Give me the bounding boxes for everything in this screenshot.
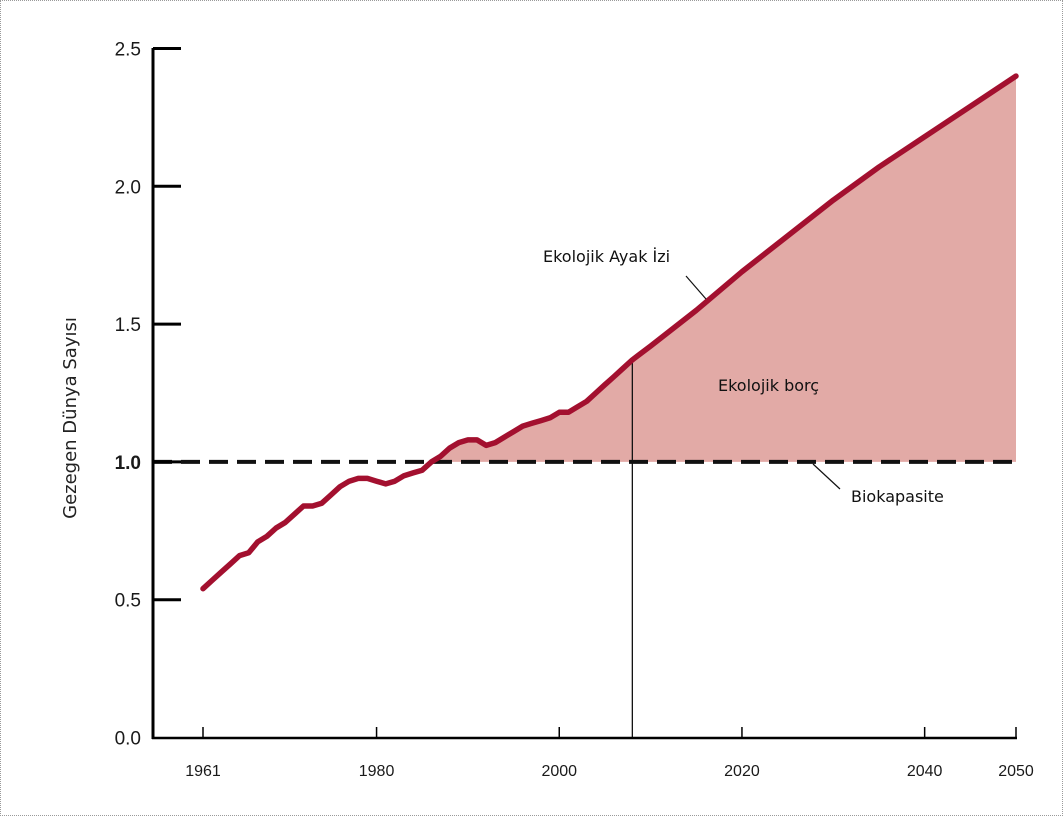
- footprint-line: [200, 73, 1019, 592]
- footprint-line-layer: [200, 73, 1019, 592]
- x-tick-label: 2040: [907, 763, 943, 780]
- y-axis-label: Gezegen Dünya Sayısı: [60, 317, 81, 519]
- biocapacity-leader-line: [812, 463, 841, 490]
- footprint-annotation: Ekolojik Ayak İzi: [543, 247, 670, 266]
- biocapacity-annotation: Biokapasite: [851, 487, 944, 506]
- x-tick-label: 2050: [998, 763, 1034, 780]
- footprint-leader-line: [685, 275, 707, 300]
- x-tick-label: 1961: [185, 763, 221, 780]
- ecological-debt-label: Ekolojik borç: [718, 376, 819, 395]
- axes: 0.0 0.5 1.0 1.5 2.0 2.5 1961 1980 2000 2020 2040 20…: [115, 40, 1034, 781]
- y-tick-label: 0.5: [115, 591, 141, 612]
- y-tick-label: 0.0: [115, 729, 141, 750]
- x-tick-label: 2000: [541, 763, 577, 780]
- x-tick-label: 1980: [359, 763, 395, 780]
- y-tick-label: 2.5: [115, 40, 141, 61]
- y-tick-label: 1.0: [115, 453, 141, 474]
- y-tick-label: 1.5: [115, 315, 141, 336]
- x-tick-label: 2020: [724, 763, 760, 780]
- ecological-debt-area: [431, 76, 1016, 462]
- ecological-debt-area-layer: [431, 76, 1016, 462]
- y-tick-label: 2.0: [115, 177, 141, 198]
